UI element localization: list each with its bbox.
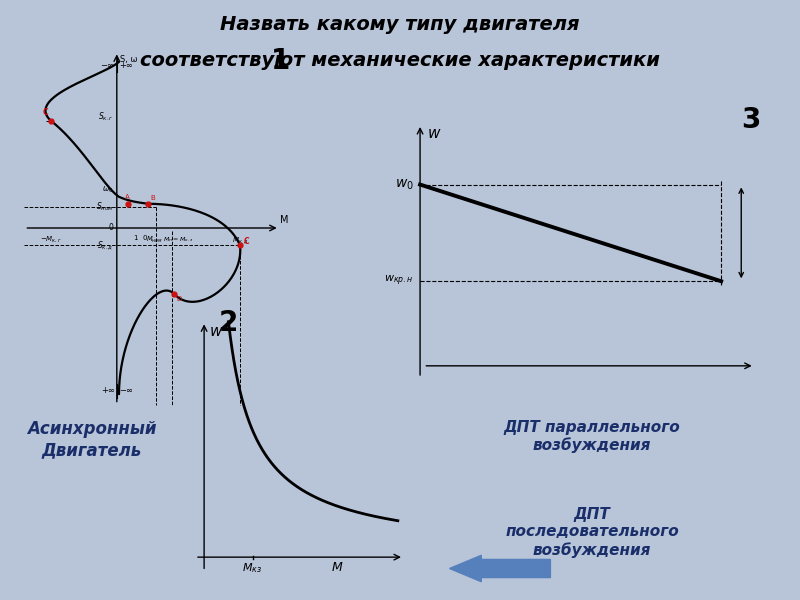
Text: $w_0$: $w_0$ xyxy=(394,178,414,192)
Text: ДПТ
последовательного
возбуждения: ДПТ последовательного возбуждения xyxy=(505,507,679,557)
Text: B: B xyxy=(150,194,155,200)
Text: −∞: −∞ xyxy=(101,61,114,70)
Text: C: C xyxy=(43,108,49,117)
Text: 1  0: 1 0 xyxy=(134,235,148,241)
Text: 0: 0 xyxy=(109,223,114,232)
Text: 3: 3 xyxy=(742,106,761,134)
Text: $w_{кр.н}$: $w_{кр.н}$ xyxy=(384,274,414,289)
Text: S, ω: S, ω xyxy=(120,55,138,64)
Text: $S_{ном}$: $S_{ном}$ xyxy=(96,201,114,214)
Text: w: w xyxy=(428,126,441,141)
Text: M: M xyxy=(281,215,289,224)
Text: +∞: +∞ xyxy=(119,61,133,70)
Text: $ω_0$: $ω_0$ xyxy=(102,185,114,195)
Text: C: C xyxy=(243,237,249,246)
Text: D: D xyxy=(176,296,182,302)
Text: w: w xyxy=(210,324,222,339)
Text: $M_{кз}$: $M_{кз}$ xyxy=(242,561,262,575)
Text: Асинхронный
Двигатель: Асинхронный Двигатель xyxy=(27,420,157,459)
Text: $M_п{=}M_{к.з}$: $M_п{=}M_{к.з}$ xyxy=(163,235,194,244)
Text: $-M_{к.г}$: $-M_{к.г}$ xyxy=(40,235,62,245)
Text: M: M xyxy=(332,561,342,574)
Text: $S_{к.г}$: $S_{к.г}$ xyxy=(98,111,114,124)
Text: +∞: +∞ xyxy=(101,386,114,395)
Text: 1: 1 xyxy=(271,47,290,75)
Text: $M_{ном}$: $M_{ном}$ xyxy=(146,235,162,245)
Text: A: A xyxy=(125,194,130,200)
Text: $M_{к.д}$: $M_{к.д}$ xyxy=(232,235,248,246)
Text: $S_{к.д}$: $S_{к.д}$ xyxy=(97,239,114,251)
Text: 2: 2 xyxy=(219,309,238,337)
Text: ДПТ параллельного
возбуждения: ДПТ параллельного возбуждения xyxy=(504,420,680,453)
Text: −∞: −∞ xyxy=(119,386,133,395)
Text: соответствуют механические характеристики: соответствуют механические характеристик… xyxy=(140,51,660,70)
Text: Назвать какому типу двигателя: Назвать какому типу двигателя xyxy=(220,15,580,34)
FancyArrow shape xyxy=(450,556,550,582)
